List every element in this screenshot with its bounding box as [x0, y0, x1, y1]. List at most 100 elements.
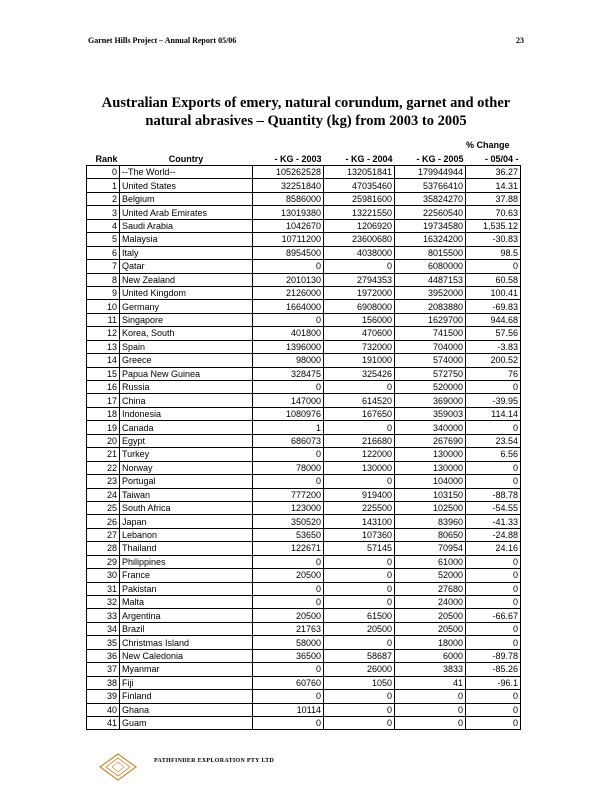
rank-cell: 4 — [86, 218, 120, 234]
kg-2003-cell: 122671 — [252, 541, 324, 556]
kg-2003-cell: 0 — [252, 379, 324, 395]
country-cell: Portugal — [119, 474, 253, 489]
kg-2003-cell: 2126000 — [252, 285, 324, 301]
rank-cell: 2 — [86, 191, 120, 207]
rank-cell: 17 — [86, 393, 120, 408]
rank-cell: 29 — [86, 554, 120, 570]
kg-2003-cell: 1080976 — [252, 406, 324, 422]
rank-cell: 15 — [86, 366, 120, 382]
kg-2004-cell: 216680 — [323, 433, 395, 449]
kg-2005-cell: 83960 — [394, 514, 466, 529]
kg-2004-cell: 0 — [323, 689, 395, 704]
kg-2005-cell: 61000 — [394, 554, 466, 570]
table-row: 5 Malaysia 10711200 23600680 16324200 -30.83 — [86, 232, 521, 247]
change-cell: 1,535.12 — [465, 218, 521, 234]
table-title: Australian Exports of emery, natural cor… — [101, 95, 511, 129]
kg-2005-cell: 8015500 — [394, 245, 466, 261]
kg-2003-cell: 32251840 — [252, 178, 324, 193]
rank-cell: 30 — [86, 568, 120, 583]
table-row: 9 United Kingdom 2126000 1972000 3952000 100.… — [86, 285, 521, 301]
rank-cell: 14 — [86, 353, 120, 368]
kg-2005-cell: 80650 — [394, 527, 466, 543]
running-header: Garnet Hills Project – Annual Report 05/… — [88, 36, 524, 48]
kg-2003-cell: 686073 — [252, 433, 324, 449]
kg-2003-cell: 21763 — [252, 621, 324, 637]
column-header-rank: Rank — [86, 153, 120, 166]
table-row: 8 New Zealand 2010130 2794353 4487153 60.58 — [86, 272, 521, 287]
table-row: 31 Pakistan 0 0 27680 0 — [86, 581, 521, 597]
table-row: 32 Malta 0 0 24000 0 — [86, 594, 521, 610]
change-cell: 0 — [465, 474, 521, 489]
kg-2005-cell: 6080000 — [394, 259, 466, 274]
table-row: 11 Singapore 0 156000 1629700 944.68 — [86, 312, 521, 328]
table-row: 12 Korea, South 401800 470600 741500 57.56 — [86, 326, 521, 341]
kg-2005-cell: 104000 — [394, 474, 466, 489]
rank-cell: 23 — [86, 474, 120, 489]
kg-2004-cell: 470600 — [323, 326, 395, 341]
kg-2005-cell: 16324200 — [394, 232, 466, 247]
rank-cell: 22 — [86, 460, 120, 476]
kg-2005-cell: 24000 — [394, 594, 466, 610]
company-name: PATHFINDER EXPLORATION PTY LTD — [154, 758, 275, 764]
rank-cell: 35 — [86, 635, 120, 650]
table-row: 33 Argentina 20500 61500 20500 -66.67 — [86, 608, 521, 623]
table-row: 4 Saudi Arabia 1042670 1206920 19734580 1,535… — [86, 218, 521, 234]
kg-2005-cell: 4487153 — [394, 272, 466, 287]
kg-2003-cell: 1042670 — [252, 218, 324, 234]
table-row: 0 --The World-- 105262528 132051841 17994494… — [86, 164, 521, 180]
kg-2005-cell: 27680 — [394, 581, 466, 597]
kg-2005-cell: 3833 — [394, 662, 466, 677]
kg-2003-cell: 20500 — [252, 568, 324, 583]
country-cell: Ghana — [119, 702, 253, 717]
rank-cell: 7 — [86, 259, 120, 274]
kg-2003-cell: 98000 — [252, 353, 324, 368]
rank-cell: 24 — [86, 487, 120, 502]
kg-2005-cell: 6000 — [394, 648, 466, 664]
change-cell: 57.56 — [465, 326, 521, 341]
kg-2003-cell: 0 — [252, 662, 324, 677]
kg-2004-cell: 57145 — [323, 541, 395, 556]
change-cell: 0 — [465, 621, 521, 637]
change-cell: 100.41 — [465, 285, 521, 301]
kg-2003-cell: 13019380 — [252, 205, 324, 220]
kg-2004-cell: 0 — [323, 635, 395, 650]
kg-2003-cell: 401800 — [252, 326, 324, 341]
rank-cell: 18 — [86, 406, 120, 422]
rank-cell: 3 — [86, 205, 120, 220]
country-cell: Greece — [119, 353, 253, 368]
kg-2004-cell: 4038000 — [323, 245, 395, 261]
kg-2003-cell: 36500 — [252, 648, 324, 664]
table-row: 2 Belgium 8586000 25981600 35824270 37.88 — [86, 191, 521, 207]
rank-cell: 11 — [86, 312, 120, 328]
kg-2005-cell: 267690 — [394, 433, 466, 449]
kg-2004-cell: 167650 — [323, 406, 395, 422]
kg-2004-cell: 2794353 — [323, 272, 395, 287]
kg-2003-cell: 1664000 — [252, 299, 324, 314]
table-row: 39 Finland 0 0 0 0 — [86, 689, 521, 704]
country-cell: Canada — [119, 420, 253, 435]
change-cell: 24.16 — [465, 541, 521, 556]
rank-cell: 5 — [86, 232, 120, 247]
rank-cell: 28 — [86, 541, 120, 556]
rank-cell: 16 — [86, 379, 120, 395]
change-cell: 0 — [465, 635, 521, 650]
country-cell: United Kingdom — [119, 285, 253, 301]
country-cell: Japan — [119, 514, 253, 529]
report-title-header: Garnet Hills Project – Annual Report 05/… — [88, 36, 237, 45]
rank-cell: 9 — [86, 285, 120, 301]
kg-2004-cell: 20500 — [323, 621, 395, 637]
rank-cell: 21 — [86, 447, 120, 462]
column-header-2003: - KG - 2003 — [252, 153, 324, 166]
change-cell: 60.58 — [465, 272, 521, 287]
column-header-country: Country — [119, 153, 253, 166]
kg-2005-cell: 0 — [394, 702, 466, 717]
kg-2004-cell: 225500 — [323, 500, 395, 516]
table-row: 13 Spain 1396000 732000 704000 -3.83 — [86, 339, 521, 355]
kg-2005-cell: 20500 — [394, 608, 466, 623]
change-cell: 14.31 — [465, 178, 521, 193]
country-cell: Indonesia — [119, 406, 253, 422]
kg-2005-cell: 179944944 — [394, 164, 466, 180]
change-cell: -24.88 — [465, 527, 521, 543]
change-cell: 37.88 — [465, 191, 521, 207]
kg-2003-cell: 8954500 — [252, 245, 324, 261]
